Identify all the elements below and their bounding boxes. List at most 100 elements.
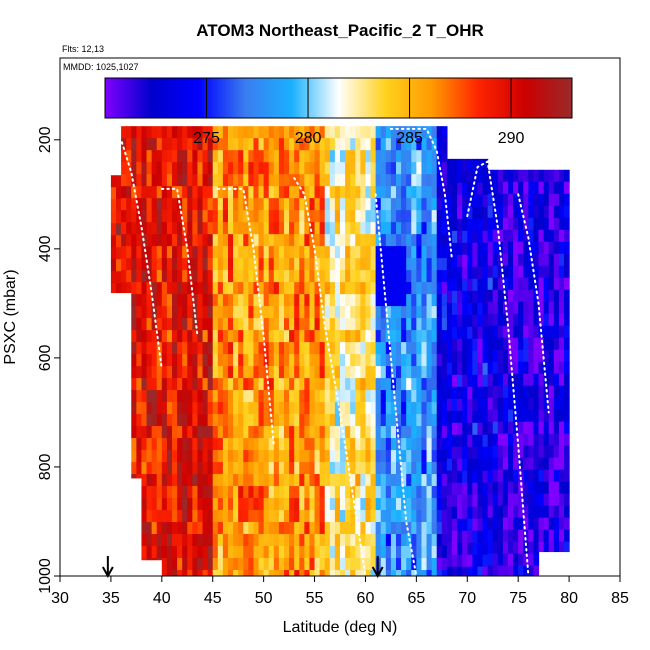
heatmap-cell xyxy=(477,338,484,352)
heatmap-cell xyxy=(278,426,285,439)
heatmap-cell xyxy=(411,486,417,499)
heatmap-cell xyxy=(497,481,504,495)
heatmap-cell xyxy=(492,349,499,363)
heatmap-cell xyxy=(467,482,473,496)
heatmap-cell xyxy=(258,498,265,511)
heatmap-cell xyxy=(502,265,509,279)
heatmap-cell xyxy=(136,366,143,379)
heatmap-cell xyxy=(477,266,484,280)
heatmap-cell xyxy=(390,330,397,343)
heatmap-cell xyxy=(156,234,163,247)
heatmap-cell xyxy=(294,174,300,187)
heatmap-cell xyxy=(172,558,178,571)
heatmap-cell xyxy=(396,126,402,139)
heatmap-cell xyxy=(314,306,321,319)
heatmap-cell xyxy=(228,186,234,199)
heatmap-cell xyxy=(401,306,407,319)
heatmap-cell xyxy=(472,494,479,508)
heatmap-cell xyxy=(360,366,367,379)
heatmap-cell xyxy=(289,198,295,211)
heatmap-cell xyxy=(528,169,535,183)
heatmap-cell xyxy=(462,338,468,352)
heatmap-cell xyxy=(340,318,346,331)
heatmap-cell xyxy=(187,354,193,367)
heatmap-cell xyxy=(370,402,377,415)
heatmap-cell xyxy=(233,474,239,487)
heatmap-cell xyxy=(172,186,178,199)
heatmap-cell xyxy=(411,294,417,307)
heatmap-cell xyxy=(329,330,336,343)
heatmap-cell xyxy=(482,206,489,220)
heatmap-cell xyxy=(446,242,453,256)
heatmap-cell xyxy=(238,174,244,187)
heatmap-cell xyxy=(482,494,489,508)
heatmap-cell xyxy=(151,510,158,523)
heatmap-cell xyxy=(523,313,529,327)
heatmap-cell xyxy=(508,313,514,327)
heatmap-cell xyxy=(533,205,540,219)
heatmap-cell xyxy=(462,302,468,316)
heatmap-cell xyxy=(233,570,239,576)
heatmap-cell xyxy=(482,170,489,184)
heatmap-cell xyxy=(212,162,219,175)
heatmap-cell xyxy=(263,210,270,223)
heatmap-cell xyxy=(370,486,377,499)
heatmap-cell xyxy=(207,426,214,439)
heatmap-cell xyxy=(197,402,204,415)
heatmap-cell xyxy=(228,294,234,307)
heatmap-cell xyxy=(253,342,260,355)
heatmap-cell xyxy=(548,529,555,543)
heatmap-cell xyxy=(212,486,219,499)
heatmap-cell xyxy=(222,426,229,439)
heatmap-cell xyxy=(396,282,402,295)
heatmap-cell xyxy=(564,277,570,291)
heatmap-cell xyxy=(482,470,489,484)
heatmap-cell xyxy=(375,486,382,499)
heatmap-cell xyxy=(487,229,494,243)
heatmap-cell xyxy=(222,162,229,175)
heatmap-cell xyxy=(446,278,453,292)
heatmap-cell xyxy=(273,402,280,415)
heatmap-cell xyxy=(294,546,300,559)
heatmap-cell xyxy=(263,282,270,295)
heatmap-cell xyxy=(380,330,387,343)
heatmap-cell xyxy=(508,565,514,576)
heatmap-cell xyxy=(421,450,428,463)
heatmap-cell xyxy=(502,445,509,459)
heatmap-cell xyxy=(502,385,509,399)
heatmap-cell xyxy=(289,462,295,475)
heatmap-cell xyxy=(345,534,351,547)
heatmap-cell xyxy=(187,390,193,403)
heatmap-cell xyxy=(284,390,290,403)
heatmap-cell xyxy=(375,450,382,463)
heatmap-cell xyxy=(329,498,336,511)
heatmap-cell xyxy=(462,194,468,208)
heatmap-cell xyxy=(365,534,372,547)
heatmap-cell xyxy=(406,546,412,559)
heatmap-cell xyxy=(360,342,367,355)
heatmap-cell xyxy=(436,546,443,559)
heatmap-cell xyxy=(416,474,423,487)
heatmap-cell xyxy=(492,289,499,303)
heatmap-cell xyxy=(492,505,499,519)
heatmap-cell xyxy=(253,330,260,343)
heatmap-cell xyxy=(431,378,438,391)
heatmap-cell xyxy=(482,374,489,388)
heatmap-cell xyxy=(421,402,428,415)
heatmap-cell xyxy=(406,438,412,451)
heatmap-cell xyxy=(299,546,305,559)
heatmap-cell xyxy=(197,246,204,259)
heatmap-cell xyxy=(329,522,336,535)
heatmap-cell xyxy=(533,469,540,483)
heatmap-cell xyxy=(553,241,560,255)
heatmap-cell xyxy=(513,229,519,243)
heatmap-cell xyxy=(212,498,219,511)
heatmap-cell xyxy=(299,426,305,439)
heatmap-cell xyxy=(304,270,311,283)
heatmap-cell xyxy=(385,222,392,235)
heatmap-cell xyxy=(492,277,499,291)
heatmap-cell xyxy=(217,414,224,427)
heatmap-cell xyxy=(411,462,417,475)
heatmap-cell xyxy=(268,546,275,559)
heatmap-cell xyxy=(355,294,361,307)
